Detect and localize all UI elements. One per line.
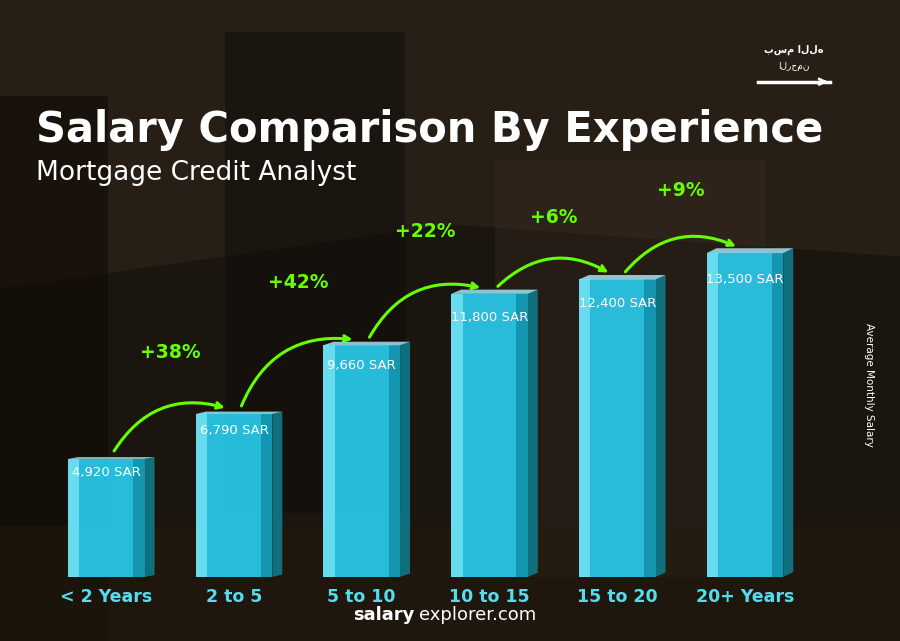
Text: 12,400 SAR: 12,400 SAR [579, 297, 656, 310]
Text: +38%: +38% [140, 344, 201, 362]
Polygon shape [68, 457, 155, 459]
Polygon shape [0, 526, 900, 641]
Polygon shape [495, 160, 765, 577]
Polygon shape [0, 96, 108, 641]
Bar [706, 253, 783, 577]
Bar [195, 414, 207, 577]
Bar [195, 414, 273, 577]
Polygon shape [0, 0, 900, 288]
Text: Mortgage Credit Analyst: Mortgage Credit Analyst [36, 160, 356, 186]
Bar [772, 253, 783, 577]
Polygon shape [579, 275, 665, 279]
Text: بسم الله: بسم الله [764, 45, 824, 55]
Text: 11,800 SAR: 11,800 SAR [451, 311, 528, 324]
Polygon shape [195, 412, 283, 414]
Polygon shape [706, 248, 793, 253]
Text: 9,660 SAR: 9,660 SAR [328, 359, 396, 372]
Text: Salary Comparison By Experience: Salary Comparison By Experience [36, 109, 823, 151]
Text: 6,790 SAR: 6,790 SAR [200, 424, 268, 437]
Bar [644, 279, 655, 577]
Bar [451, 294, 463, 577]
Text: الرحمن: الرحمن [778, 62, 810, 71]
Text: 4,920 SAR: 4,920 SAR [72, 466, 140, 479]
Bar [706, 253, 718, 577]
Text: salary: salary [353, 606, 414, 624]
Bar [68, 459, 79, 577]
Bar [579, 279, 655, 577]
Bar [579, 279, 590, 577]
Bar [261, 414, 273, 577]
Polygon shape [451, 290, 538, 294]
Text: Average Monthly Salary: Average Monthly Salary [863, 322, 874, 447]
Bar [389, 345, 400, 577]
Polygon shape [783, 248, 793, 577]
Polygon shape [145, 457, 155, 577]
Polygon shape [323, 342, 410, 345]
Polygon shape [225, 32, 405, 513]
Polygon shape [527, 290, 538, 577]
Bar [133, 459, 145, 577]
Bar [68, 459, 145, 577]
Polygon shape [400, 342, 410, 577]
Text: +42%: +42% [267, 274, 328, 292]
Text: explorer.com: explorer.com [418, 606, 536, 624]
Polygon shape [273, 412, 283, 577]
Bar [323, 345, 400, 577]
Text: 13,500 SAR: 13,500 SAR [706, 272, 784, 285]
Bar [323, 345, 335, 577]
Polygon shape [655, 275, 665, 577]
Text: +22%: +22% [395, 222, 456, 240]
Text: +9%: +9% [657, 181, 705, 200]
Bar [451, 294, 527, 577]
Text: +6%: +6% [529, 208, 577, 227]
Bar [517, 294, 527, 577]
